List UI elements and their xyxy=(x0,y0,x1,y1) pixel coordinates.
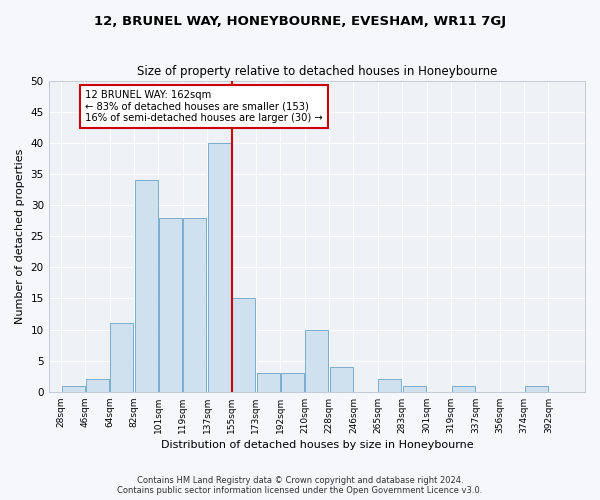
Y-axis label: Number of detached properties: Number of detached properties xyxy=(15,148,25,324)
Bar xyxy=(159,218,182,392)
Bar xyxy=(232,298,255,392)
Bar xyxy=(184,218,206,392)
Bar xyxy=(525,386,548,392)
Bar xyxy=(110,324,133,392)
Bar xyxy=(305,330,328,392)
Title: Size of property relative to detached houses in Honeybourne: Size of property relative to detached ho… xyxy=(137,65,497,78)
Bar xyxy=(134,180,158,392)
Bar xyxy=(281,373,304,392)
Text: 12, BRUNEL WAY, HONEYBOURNE, EVESHAM, WR11 7GJ: 12, BRUNEL WAY, HONEYBOURNE, EVESHAM, WR… xyxy=(94,15,506,28)
Bar xyxy=(257,373,280,392)
Bar xyxy=(403,386,426,392)
Bar xyxy=(86,380,109,392)
X-axis label: Distribution of detached houses by size in Honeybourne: Distribution of detached houses by size … xyxy=(161,440,473,450)
Bar xyxy=(62,386,85,392)
Text: Contains HM Land Registry data © Crown copyright and database right 2024.
Contai: Contains HM Land Registry data © Crown c… xyxy=(118,476,482,495)
Bar xyxy=(452,386,475,392)
Bar xyxy=(329,367,353,392)
Bar xyxy=(379,380,401,392)
Text: 12 BRUNEL WAY: 162sqm
← 83% of detached houses are smaller (153)
16% of semi-det: 12 BRUNEL WAY: 162sqm ← 83% of detached … xyxy=(85,90,323,123)
Bar xyxy=(208,143,231,392)
